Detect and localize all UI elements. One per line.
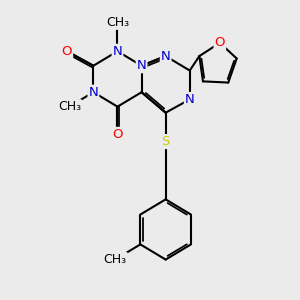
Text: O: O	[62, 45, 72, 58]
Text: N: N	[161, 50, 170, 63]
Text: CH₃: CH₃	[103, 253, 127, 266]
Text: O: O	[112, 128, 123, 141]
Text: N: N	[137, 59, 146, 72]
Text: N: N	[88, 86, 98, 99]
Text: CH₃: CH₃	[58, 100, 81, 113]
Text: N: N	[185, 93, 195, 106]
Text: O: O	[214, 36, 225, 49]
Text: N: N	[112, 45, 122, 58]
Text: S: S	[161, 135, 170, 148]
Text: CH₃: CH₃	[106, 16, 129, 29]
